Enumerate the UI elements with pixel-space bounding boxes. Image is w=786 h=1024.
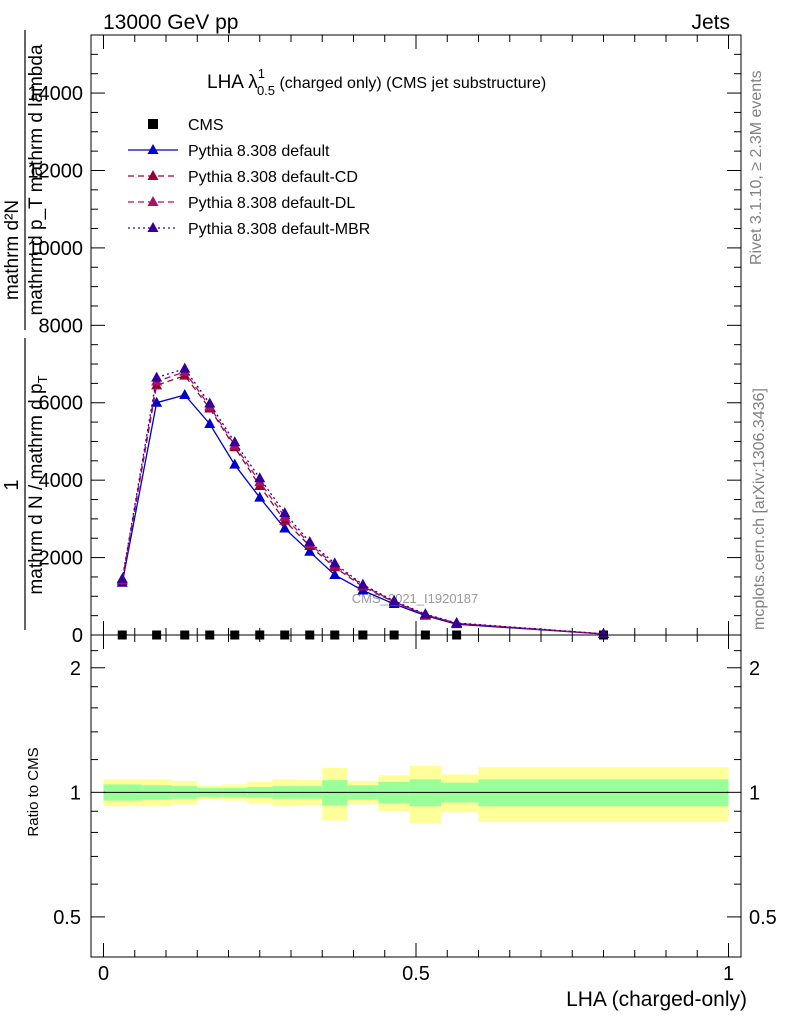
series-point-1 (229, 458, 241, 469)
chart-title-sup: 1 (258, 66, 265, 81)
rivet-label: Rivet 3.1.10, ≥ 2.3M events (748, 70, 765, 265)
main-panel: 0 2000 4000 6000 8000 10000 12000 14000 CMS_202… (1, 30, 742, 647)
chart-title-main: LHA λ (207, 72, 258, 93)
ratio-stat-band (478, 779, 729, 807)
series-point-1 (304, 545, 316, 556)
main-ytick-label: 10000 (27, 238, 83, 260)
ylabel-mid: mathrm d N / mathrm d pT (26, 375, 50, 594)
main-ytick-label: 8000 (39, 315, 84, 337)
legend-label: CMS (188, 117, 224, 134)
ylabel-numerator: mathrm d²N (2, 200, 23, 300)
series-point-4 (204, 397, 216, 408)
series-point-4 (357, 578, 369, 589)
main-ytick-label: 14000 (27, 83, 83, 105)
main-ytick-label: 4000 (39, 470, 84, 492)
ratio-xlabel: LHA (charged-only) (566, 988, 747, 1011)
energy-label: 13000 GeV pp (103, 11, 238, 34)
main-ytick-labels: 0 2000 4000 6000 8000 10000 12000 14000 (27, 83, 83, 647)
ratio-ytick-label: 2 (70, 658, 81, 680)
main-ytick-label: 12000 (27, 160, 83, 182)
ratio-panel: 0.5 0.5 1 1 2 2 0 0.5 1 Ratio to CMS LHA (charge… (25, 634, 777, 1011)
ylabel-prefix: 1 (1, 479, 23, 490)
ratio-xtick-label: 0.5 (402, 963, 430, 985)
main-ytick-label: 0 (72, 625, 83, 647)
ratio-ylabel: Ratio to CMS (25, 747, 42, 836)
watermark: CMS_2021_I1920187 (352, 591, 479, 606)
series-point-4 (279, 507, 291, 518)
series-point-1 (179, 389, 191, 399)
main-axis-ticks (91, 34, 741, 636)
ratio-ytick-label-right: 2 (749, 658, 760, 680)
legend: CMS Pythia 8.308 default Pythia 8.308 defa… (128, 117, 370, 238)
series-point-1 (254, 491, 266, 502)
series-point-1 (204, 418, 216, 429)
series-point-4 (151, 371, 163, 382)
process-label: Jets (691, 11, 730, 34)
ratio-axis-ticks (91, 635, 741, 958)
legend-marker (147, 196, 159, 206)
legend-label: Pythia 8.308 default-CD (188, 169, 358, 186)
series-point-4 (329, 557, 341, 568)
ratio-xtick-label: 1 (723, 963, 734, 985)
ylabel-denominator: mathrm d p_T mathrm d lambda (26, 44, 47, 315)
series-point-4 (388, 594, 400, 605)
series-point-4 (179, 362, 191, 373)
legend-marker-cms (148, 119, 158, 129)
ratio-ytick-label: 1 (70, 782, 81, 804)
ratio-ytick-label-right: 1 (749, 782, 760, 804)
series-point-4 (229, 436, 241, 447)
legend-label: Pythia 8.308 default-MBR (188, 221, 370, 238)
series-point-1 (279, 522, 291, 533)
ratio-ytick-label: 0.5 (53, 907, 81, 929)
main-ytick-label: 2000 (39, 548, 84, 570)
series-point-1 (151, 396, 163, 407)
main-ytick-label: 6000 (39, 393, 84, 415)
series-point-1 (329, 569, 341, 579)
series-point-4 (451, 617, 463, 627)
legend-marker (147, 144, 159, 154)
legend-label: Pythia 8.308 default (188, 143, 330, 160)
chart-title: LHA λ1 0.5 (charged only) (CMS jet substr… (207, 66, 546, 98)
chart-title-suffix: (charged only) (CMS jet substructure) (275, 75, 546, 92)
legend-label: Pythia 8.308 default-DL (188, 195, 355, 212)
ratio-stat-band (409, 779, 441, 807)
ratio-xtick-label: 0 (98, 963, 109, 985)
series-point-4 (304, 536, 316, 547)
series-point-4 (116, 572, 128, 583)
series-point-4 (419, 608, 431, 619)
ratio-tick-labels: 0.5 0.5 1 1 2 2 0 0.5 1 (53, 658, 777, 985)
mcplots-label: mcplots.cern.ch [arXiv:1306.3436] (751, 388, 768, 630)
ratio-bands (103, 765, 729, 824)
legend-marker (147, 170, 159, 180)
series-line-3 (121, 371, 604, 635)
chart-title-sub: 0.5 (257, 83, 275, 98)
main-ylabel: 1 mathrm d N / mathrm d pT mathrm d²N ma… (1, 30, 50, 630)
legend-marker (147, 222, 159, 232)
series-line-4 (121, 367, 604, 635)
ratio-ytick-label-right: 0.5 (749, 907, 777, 929)
series-point-4 (254, 472, 266, 483)
series-line-1 (121, 394, 604, 635)
